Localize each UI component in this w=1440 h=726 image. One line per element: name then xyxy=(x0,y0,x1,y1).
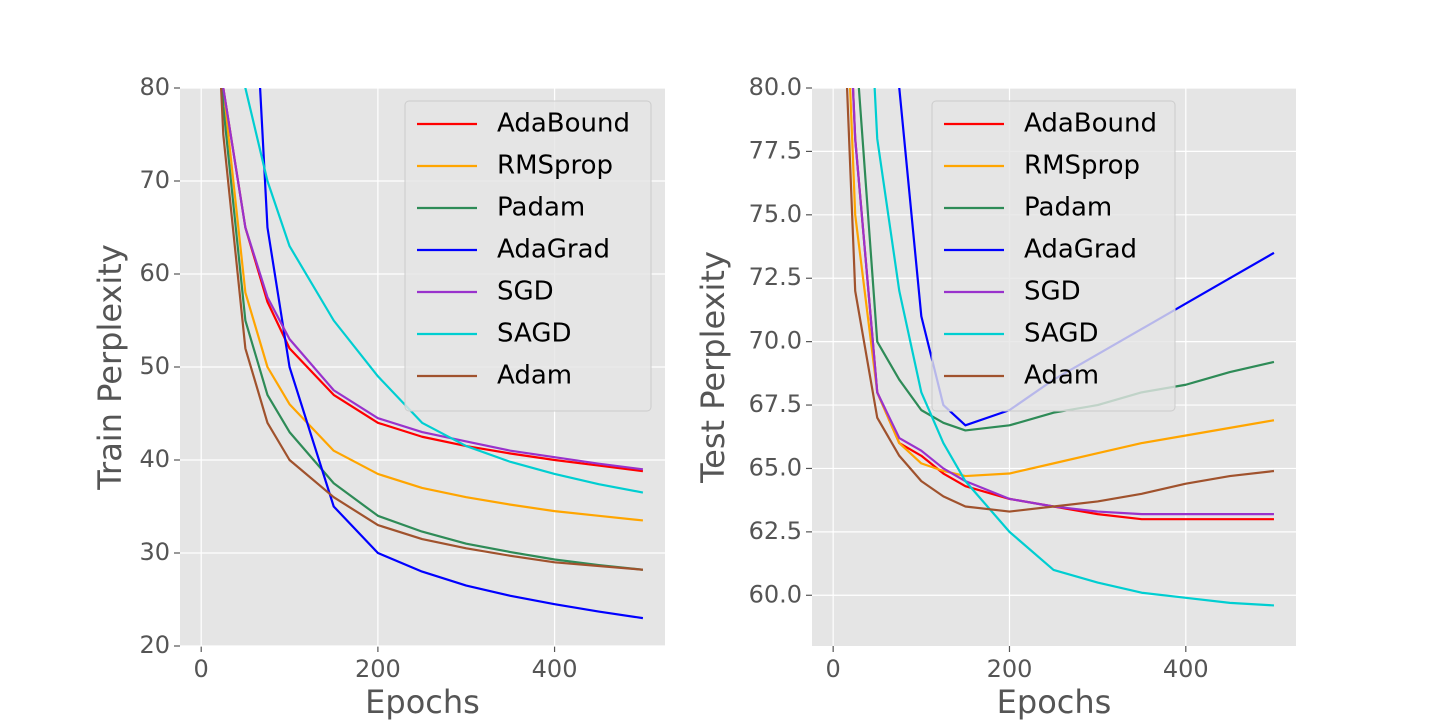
series-line xyxy=(845,88,1275,513)
legend-label: AdaBound xyxy=(1024,109,1157,139)
series-line xyxy=(222,88,644,471)
x-axis-label: Epochs xyxy=(997,683,1112,721)
series-line xyxy=(258,88,644,620)
y-tick-label: 60 xyxy=(139,259,170,287)
series-line xyxy=(851,88,1274,516)
series-line xyxy=(222,88,644,522)
y-tick-label: 70 xyxy=(139,166,170,194)
legend-label: AdaBound xyxy=(497,109,630,139)
series-line xyxy=(219,88,644,571)
y-tick-label: 30 xyxy=(139,538,170,566)
series-line xyxy=(244,88,644,494)
y-tick-label: 72.5 xyxy=(749,263,802,291)
x-tick-label: 200 xyxy=(987,655,1033,683)
y-tick-label: 20 xyxy=(139,631,170,659)
x-tick-label: 400 xyxy=(532,655,578,683)
legend-label: SAGD xyxy=(1024,319,1098,349)
series-line xyxy=(857,88,1275,432)
y-tick-label: 40 xyxy=(139,445,170,473)
x-tick-label: 400 xyxy=(1163,655,1209,683)
y-tick-label: 80.0 xyxy=(749,73,802,101)
legend-label: Padam xyxy=(497,193,585,223)
legend-label: AdaGrad xyxy=(497,235,610,265)
y-tick-label: 67.5 xyxy=(749,390,802,418)
y-axis-label: Train Perplexity xyxy=(91,244,129,491)
legend-label: RMSprop xyxy=(497,151,613,181)
legend-label: SAGD xyxy=(497,319,571,349)
y-tick-label: 77.5 xyxy=(749,136,802,164)
x-axis-label: Epochs xyxy=(365,683,480,721)
legend-label: Adam xyxy=(1024,361,1099,391)
series-line xyxy=(220,88,644,571)
legend-label: RMSprop xyxy=(1024,151,1140,181)
y-axis-label: Test Perplexity xyxy=(694,251,732,484)
legend-label: SGD xyxy=(1024,277,1081,307)
x-tick-label: 0 xyxy=(826,655,841,683)
x-tick-label: 200 xyxy=(355,655,401,683)
legend-label: Adam xyxy=(497,361,572,391)
legend-label: AdaGrad xyxy=(1024,235,1137,265)
y-tick-label: 65.0 xyxy=(749,453,802,481)
y-tick-label: 62.5 xyxy=(749,517,802,545)
y-tick-label: 80 xyxy=(139,73,170,101)
y-tick-label: 60.0 xyxy=(749,580,802,608)
series-line xyxy=(873,88,1275,607)
legend-label: SGD xyxy=(497,277,554,307)
series-line xyxy=(898,88,1275,427)
legend-label: Padam xyxy=(1024,193,1112,223)
y-tick-label: 50 xyxy=(139,352,170,380)
x-tick-label: 0 xyxy=(194,655,209,683)
y-tick-label: 70.0 xyxy=(749,327,802,355)
y-tick-label: 75.0 xyxy=(749,200,802,228)
